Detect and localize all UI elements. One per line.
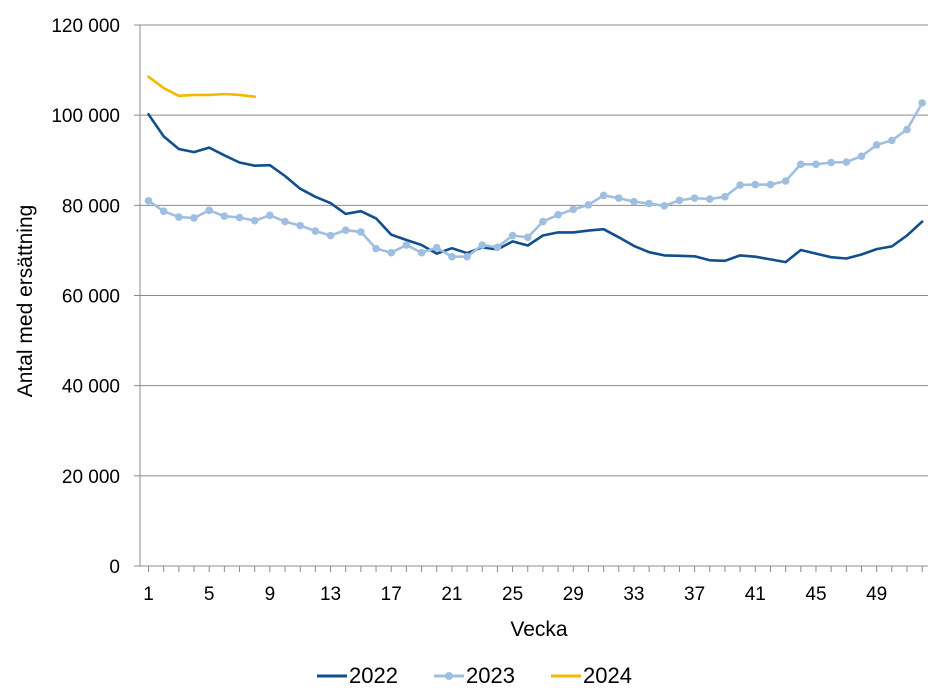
y-tick-label: 40 000	[62, 377, 120, 398]
y-tick-label: 0	[109, 557, 120, 578]
data-point-2023	[523, 233, 532, 242]
data-point-2023	[630, 197, 638, 206]
data-point-2023	[508, 231, 517, 240]
data-point-2023	[266, 211, 274, 220]
y-axis-title: Antal med ersättning	[14, 205, 37, 398]
data-point-2023	[357, 228, 365, 236]
data-point-2023	[175, 213, 183, 221]
legend-label-2024: 2024	[583, 663, 632, 688]
x-tick-label: 21	[441, 584, 462, 605]
data-point-2023	[372, 244, 380, 253]
data-point-2023	[721, 192, 729, 201]
data-point-2023	[614, 194, 623, 202]
data-point-2023	[493, 243, 502, 252]
x-tick-label: 5	[204, 584, 215, 605]
data-point-2023	[918, 99, 926, 107]
data-point-2023	[857, 152, 866, 160]
y-tick-label: 80 000	[62, 196, 120, 217]
data-point-2023	[797, 160, 805, 169]
data-point-2023	[690, 194, 699, 202]
data-point-2023	[281, 217, 289, 226]
gridlines	[140, 24, 928, 477]
data-point-2023	[250, 216, 259, 225]
x-tick-label: 1	[143, 584, 154, 605]
data-point-2023	[448, 252, 456, 261]
data-point-2023	[311, 227, 320, 235]
data-point-2023	[326, 231, 335, 240]
data-point-2023	[812, 160, 820, 169]
y-tick-label: 20 000	[62, 467, 120, 488]
data-point-2023	[341, 226, 350, 234]
data-point-2023	[645, 199, 653, 208]
data-point-2023	[736, 181, 744, 189]
data-point-2023	[903, 125, 911, 134]
legend-label-2022: 2022	[349, 663, 398, 688]
data-point-2023	[205, 206, 213, 215]
data-point-2023	[827, 158, 835, 167]
data-point-2023	[417, 248, 426, 257]
data-point-2023	[402, 241, 411, 249]
data-point-2023	[463, 252, 471, 261]
axes: 0 20 000 40 000 60 000 80 000 100 000 120 000 1…	[51, 16, 928, 605]
data-point-2023	[781, 177, 790, 185]
x-tick-label: 9	[265, 584, 276, 605]
data-point-2023	[190, 214, 198, 222]
data-point-2023	[159, 207, 168, 215]
series-line-2024	[147, 75, 256, 98]
y-tick-label: 100 000	[51, 106, 120, 127]
data-point-2023	[554, 211, 562, 219]
y-tick-label: 60 000	[62, 287, 120, 308]
x-tick-label: 13	[320, 584, 341, 605]
x-tick-label: 17	[381, 584, 402, 605]
legend: 2022 2023 2024	[317, 663, 632, 688]
series-lines	[144, 75, 926, 264]
data-point-2023	[584, 201, 593, 209]
data-point-2023	[387, 248, 396, 257]
data-point-2023	[705, 195, 714, 203]
data-point-2023	[842, 158, 851, 166]
data-point-2023	[478, 241, 487, 249]
x-tick-label: 49	[866, 584, 887, 605]
data-point-2023	[751, 180, 760, 189]
legend-marker-2023	[445, 672, 453, 680]
data-point-2023	[599, 191, 608, 200]
x-tick-label: 41	[745, 584, 766, 605]
data-point-2023	[432, 243, 441, 252]
series-line-2022	[147, 113, 924, 264]
data-point-2023	[296, 221, 305, 230]
data-point-2023	[675, 196, 684, 205]
data-point-2023	[220, 212, 229, 220]
y-tick-label: 120 000	[51, 16, 120, 37]
data-point-2023	[888, 136, 896, 145]
data-point-2023	[144, 197, 153, 205]
x-tick-label: 25	[502, 584, 523, 605]
x-tick-label: 37	[684, 584, 705, 605]
x-tick-label: 33	[623, 584, 644, 605]
x-tick-label: 45	[805, 584, 826, 605]
series-line-2023	[147, 101, 924, 258]
data-point-2023	[766, 180, 775, 189]
data-point-2023	[660, 201, 669, 210]
data-point-2023	[569, 205, 578, 214]
data-point-2023	[872, 141, 881, 149]
x-axis-title: Vecka	[510, 618, 568, 641]
data-point-2023	[539, 217, 547, 226]
x-tick-label: 29	[563, 584, 584, 605]
legend-label-2023: 2023	[466, 663, 515, 688]
data-point-2023	[235, 213, 244, 222]
